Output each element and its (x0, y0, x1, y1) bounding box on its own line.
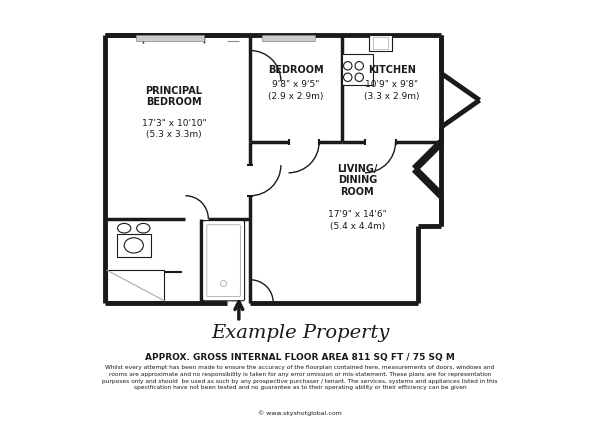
Polygon shape (342, 35, 442, 142)
Text: 17'3" x 10'10": 17'3" x 10'10" (142, 119, 206, 128)
Text: 17'9" x 14'6": 17'9" x 14'6" (328, 210, 386, 219)
Ellipse shape (137, 223, 150, 233)
Bar (136, 35, 205, 41)
Text: (5.4 x 4.4m): (5.4 x 4.4m) (329, 222, 385, 231)
Circle shape (355, 73, 364, 81)
Text: LIVING/
DINING
ROOM: LIVING/ DINING ROOM (337, 164, 377, 197)
Text: BEDROOM: BEDROOM (268, 64, 324, 75)
Bar (373, 37, 388, 49)
Polygon shape (250, 35, 342, 142)
Text: APPROX. GROSS INTERNAL FLOOR AREA 811 SQ FT / 75 SQ M: APPROX. GROSS INTERNAL FLOOR AREA 811 SQ… (145, 353, 455, 362)
Circle shape (344, 61, 352, 70)
Text: 10'9" x 9'8": 10'9" x 9'8" (365, 81, 418, 89)
Text: Example Property: Example Property (211, 324, 389, 342)
Polygon shape (250, 142, 442, 303)
Text: KITCHEN: KITCHEN (368, 64, 416, 75)
FancyBboxPatch shape (207, 225, 241, 297)
Ellipse shape (118, 223, 131, 233)
FancyBboxPatch shape (203, 220, 245, 301)
Text: (2.9 x 2.9m): (2.9 x 2.9m) (268, 92, 324, 101)
Ellipse shape (124, 238, 143, 253)
Circle shape (221, 281, 227, 287)
Text: 9'8" x 9'5": 9'8" x 9'5" (272, 81, 320, 89)
Text: PRINCIPAL
BEDROOM: PRINCIPAL BEDROOM (145, 86, 202, 107)
Text: (5.3 x 3.3m): (5.3 x 3.3m) (146, 130, 202, 139)
Circle shape (344, 73, 352, 81)
Text: Whilst every attempt has been made to ensure the accuracy of the floorplan conta: Whilst every attempt has been made to en… (102, 365, 498, 390)
Polygon shape (105, 35, 250, 303)
Text: (3.3 x 2.9m): (3.3 x 2.9m) (364, 92, 419, 101)
Bar (342, 54, 373, 85)
Text: © www.skyshotglobal.com: © www.skyshotglobal.com (258, 411, 342, 416)
Bar (369, 35, 392, 50)
Bar (116, 234, 151, 257)
Circle shape (355, 61, 364, 70)
Bar (262, 35, 315, 41)
Bar (107, 270, 164, 301)
